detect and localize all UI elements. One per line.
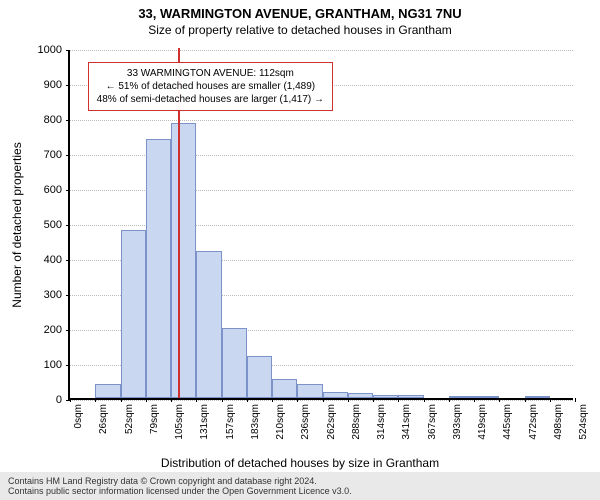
xtick-label: 131sqm: [199, 404, 210, 440]
ytick: [66, 260, 70, 261]
xtick-label: 236sqm: [300, 404, 311, 440]
xtick: [424, 398, 425, 402]
ytick-label: 500: [44, 219, 62, 231]
ytick-label: 1000: [38, 44, 62, 56]
xtick: [348, 398, 349, 402]
xtick-label: 472sqm: [528, 404, 539, 440]
plot-area: 33 WARMINGTON AVENUE: 112sqm ← 51% of de…: [68, 50, 573, 400]
histogram-bar: [146, 139, 171, 398]
histogram-bar: [348, 393, 373, 398]
histogram-bar: [171, 123, 196, 398]
xtick-label: 210sqm: [275, 404, 286, 440]
xtick: [297, 398, 298, 402]
xtick-label: 79sqm: [149, 404, 160, 434]
histogram-bar: [449, 396, 474, 398]
ytick: [66, 120, 70, 121]
ytick: [66, 365, 70, 366]
histogram-bar: [95, 384, 120, 398]
xtick: [525, 398, 526, 402]
xtick: [247, 398, 248, 402]
xtick-label: 393sqm: [452, 404, 463, 440]
histogram-bar: [323, 392, 348, 398]
ytick: [66, 50, 70, 51]
ytick-label: 300: [44, 289, 62, 301]
annotation-box: 33 WARMINGTON AVENUE: 112sqm ← 51% of de…: [88, 62, 333, 111]
xtick-label: 288sqm: [351, 404, 362, 440]
ytick: [66, 295, 70, 296]
histogram-bar: [272, 379, 297, 398]
xtick: [323, 398, 324, 402]
xtick-label: 0sqm: [73, 404, 84, 428]
ytick-label: 0: [56, 394, 62, 406]
footer-line1: Contains HM Land Registry data © Crown c…: [8, 476, 592, 486]
xtick: [121, 398, 122, 402]
histogram-bar: [196, 251, 221, 398]
histogram-bar: [398, 395, 423, 398]
xtick-label: 314sqm: [376, 404, 387, 440]
histogram-bar: [525, 396, 550, 398]
annotation-line2: ← 51% of detached houses are smaller (1,…: [97, 80, 324, 93]
xtick: [474, 398, 475, 402]
ytick-label: 800: [44, 114, 62, 126]
xtick: [196, 398, 197, 402]
xtick: [499, 398, 500, 402]
histogram-bar: [222, 328, 247, 398]
ytick: [66, 190, 70, 191]
xtick-label: 26sqm: [98, 404, 109, 434]
histogram-bar: [297, 384, 322, 398]
xtick-label: 52sqm: [124, 404, 135, 434]
xtick-label: 524sqm: [578, 404, 589, 440]
ytick-label: 200: [44, 324, 62, 336]
ytick-label: 600: [44, 184, 62, 196]
histogram-bar: [121, 230, 146, 398]
xtick-label: 157sqm: [225, 404, 236, 440]
xtick-label: 367sqm: [427, 404, 438, 440]
xtick: [575, 398, 576, 402]
chart-title-sub: Size of property relative to detached ho…: [0, 21, 600, 37]
footer-line2: Contains public sector information licen…: [8, 486, 592, 496]
xtick: [272, 398, 273, 402]
xtick: [550, 398, 551, 402]
ytick: [66, 85, 70, 86]
ytick: [66, 330, 70, 331]
xtick: [222, 398, 223, 402]
chart-title-main: 33, WARMINGTON AVENUE, GRANTHAM, NG31 7N…: [0, 0, 600, 21]
x-axis-label: Distribution of detached houses by size …: [0, 456, 600, 470]
xtick-label: 419sqm: [477, 404, 488, 440]
xtick: [146, 398, 147, 402]
xtick-label: 105sqm: [174, 404, 185, 440]
ytick-label: 900: [44, 79, 62, 91]
xtick: [398, 398, 399, 402]
ytick: [66, 155, 70, 156]
xtick: [95, 398, 96, 402]
y-axis-label: Number of detached properties: [10, 142, 24, 307]
ytick-label: 400: [44, 254, 62, 266]
ytick: [66, 225, 70, 226]
histogram-bar: [474, 396, 499, 398]
xtick-label: 262sqm: [326, 404, 337, 440]
xtick-label: 341sqm: [401, 404, 412, 440]
ytick-label: 100: [44, 359, 62, 371]
xtick: [449, 398, 450, 402]
xtick: [70, 398, 71, 402]
xtick-label: 183sqm: [250, 404, 261, 440]
xtick: [373, 398, 374, 402]
annotation-line1: 33 WARMINGTON AVENUE: 112sqm: [97, 67, 324, 80]
xtick-label: 445sqm: [502, 404, 513, 440]
xtick-label: 498sqm: [553, 404, 564, 440]
histogram-bar: [247, 356, 272, 398]
footer: Contains HM Land Registry data © Crown c…: [0, 472, 600, 500]
xtick: [171, 398, 172, 402]
ytick-label: 700: [44, 149, 62, 161]
histogram-bar: [373, 395, 398, 399]
annotation-line3: 48% of semi-detached houses are larger (…: [97, 93, 324, 106]
